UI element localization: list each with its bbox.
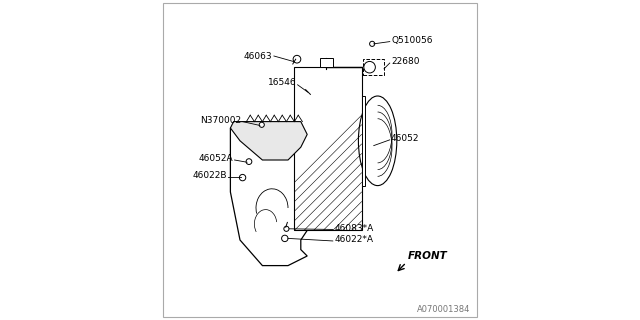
Circle shape — [364, 61, 375, 73]
Ellipse shape — [358, 96, 397, 186]
Text: A070001384: A070001384 — [417, 305, 470, 314]
Circle shape — [246, 159, 252, 164]
Text: 46052: 46052 — [391, 134, 420, 143]
Circle shape — [239, 174, 246, 181]
Circle shape — [259, 122, 264, 127]
Text: 46022*A: 46022*A — [334, 235, 373, 244]
Text: 16546: 16546 — [268, 78, 296, 87]
Polygon shape — [294, 67, 362, 230]
Circle shape — [370, 41, 375, 46]
FancyBboxPatch shape — [364, 59, 384, 75]
Text: 22680: 22680 — [391, 57, 420, 66]
Polygon shape — [230, 128, 326, 266]
Text: Q510056: Q510056 — [391, 36, 433, 44]
Text: N370002: N370002 — [200, 116, 241, 125]
Text: FRONT: FRONT — [408, 251, 448, 261]
Circle shape — [284, 226, 289, 231]
Circle shape — [293, 55, 301, 63]
Bar — [320, 58, 333, 67]
Text: 46052A: 46052A — [198, 154, 234, 163]
Text: 46022B: 46022B — [193, 171, 227, 180]
Polygon shape — [362, 96, 365, 186]
Polygon shape — [230, 122, 307, 160]
Text: 46063: 46063 — [244, 52, 273, 60]
Circle shape — [282, 235, 288, 242]
Text: 46083*A: 46083*A — [334, 224, 373, 233]
